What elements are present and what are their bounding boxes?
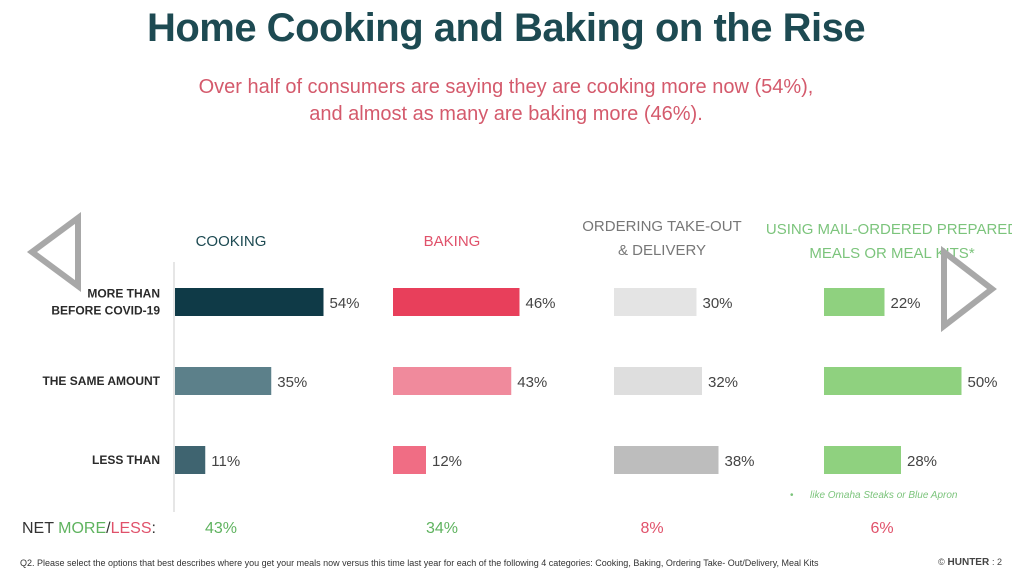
net-label-part: LESS <box>111 520 152 537</box>
category-label: THE SAME AMOUNT <box>42 374 160 388</box>
series-title: COOKING <box>196 233 267 250</box>
net-value: 43% <box>205 520 237 537</box>
data-label: 11% <box>211 453 240 470</box>
bar <box>824 288 885 316</box>
logo-text: HUNTER <box>947 557 990 568</box>
data-label: 32% <box>708 374 738 391</box>
series-title: USING MAIL-ORDERED PREPARED <box>766 221 1012 238</box>
bar <box>393 446 426 474</box>
series-title: & DELIVERY <box>618 242 706 259</box>
net-label-part: : <box>152 520 156 537</box>
subtitle-line-2: and almost as many are baking more (46%)… <box>309 103 703 125</box>
data-label: 50% <box>968 374 998 391</box>
copyright-symbol: © <box>938 557 945 567</box>
bar <box>824 446 901 474</box>
bar <box>824 367 962 395</box>
previous-slide-arrow-icon[interactable] <box>26 212 86 292</box>
hunter-logo: © HUNTER : 2 <box>938 557 1002 568</box>
subtitle-line-1: Over half of consumers are saying they a… <box>198 76 814 98</box>
next-slide-arrow-icon[interactable] <box>938 246 998 332</box>
net-value: 8% <box>640 520 663 537</box>
net-value: 34% <box>426 520 458 537</box>
data-label: 28% <box>907 453 937 470</box>
bar <box>175 367 272 395</box>
bar <box>175 446 206 474</box>
data-label: 54% <box>330 295 360 312</box>
category-label: LESS THAN <box>92 453 160 467</box>
net-label: NET MORE/LESS: <box>22 520 156 537</box>
bar <box>614 367 702 395</box>
logo-suffix: : 2 <box>991 557 1002 567</box>
question-footnote: Q2. Please select the options that best … <box>20 558 819 568</box>
bar <box>614 446 719 474</box>
category-label: BEFORE COVID-19 <box>51 304 160 318</box>
page-title: Home Cooking and Baking on the Rise <box>146 6 866 50</box>
bar <box>614 288 697 316</box>
net-label-part: MORE <box>58 520 106 537</box>
annotation-text: like Omaha Steaks or Blue Apron <box>810 490 958 501</box>
data-label: 12% <box>432 453 462 470</box>
data-label: 38% <box>725 453 755 470</box>
bar <box>393 288 520 316</box>
category-label: MORE THAN <box>87 287 160 301</box>
data-label: 35% <box>277 374 307 391</box>
series-title: ORDERING TAKE-OUT <box>582 218 741 235</box>
net-value: 6% <box>870 520 893 537</box>
data-label: 46% <box>526 295 556 312</box>
net-label-part: NET <box>22 520 58 537</box>
net-label-part: / <box>106 520 111 537</box>
data-label: 43% <box>517 374 547 391</box>
data-label: 22% <box>891 295 921 312</box>
data-label: 30% <box>703 295 733 312</box>
bar <box>393 367 512 395</box>
series-title: MEALS OR MEAL KITS* <box>809 245 974 262</box>
series-title: BAKING <box>424 233 481 250</box>
page-subtitle: Over half of consumers are saying they a… <box>0 74 1012 128</box>
bar <box>175 288 324 316</box>
annotation-bullet: • <box>790 490 794 501</box>
